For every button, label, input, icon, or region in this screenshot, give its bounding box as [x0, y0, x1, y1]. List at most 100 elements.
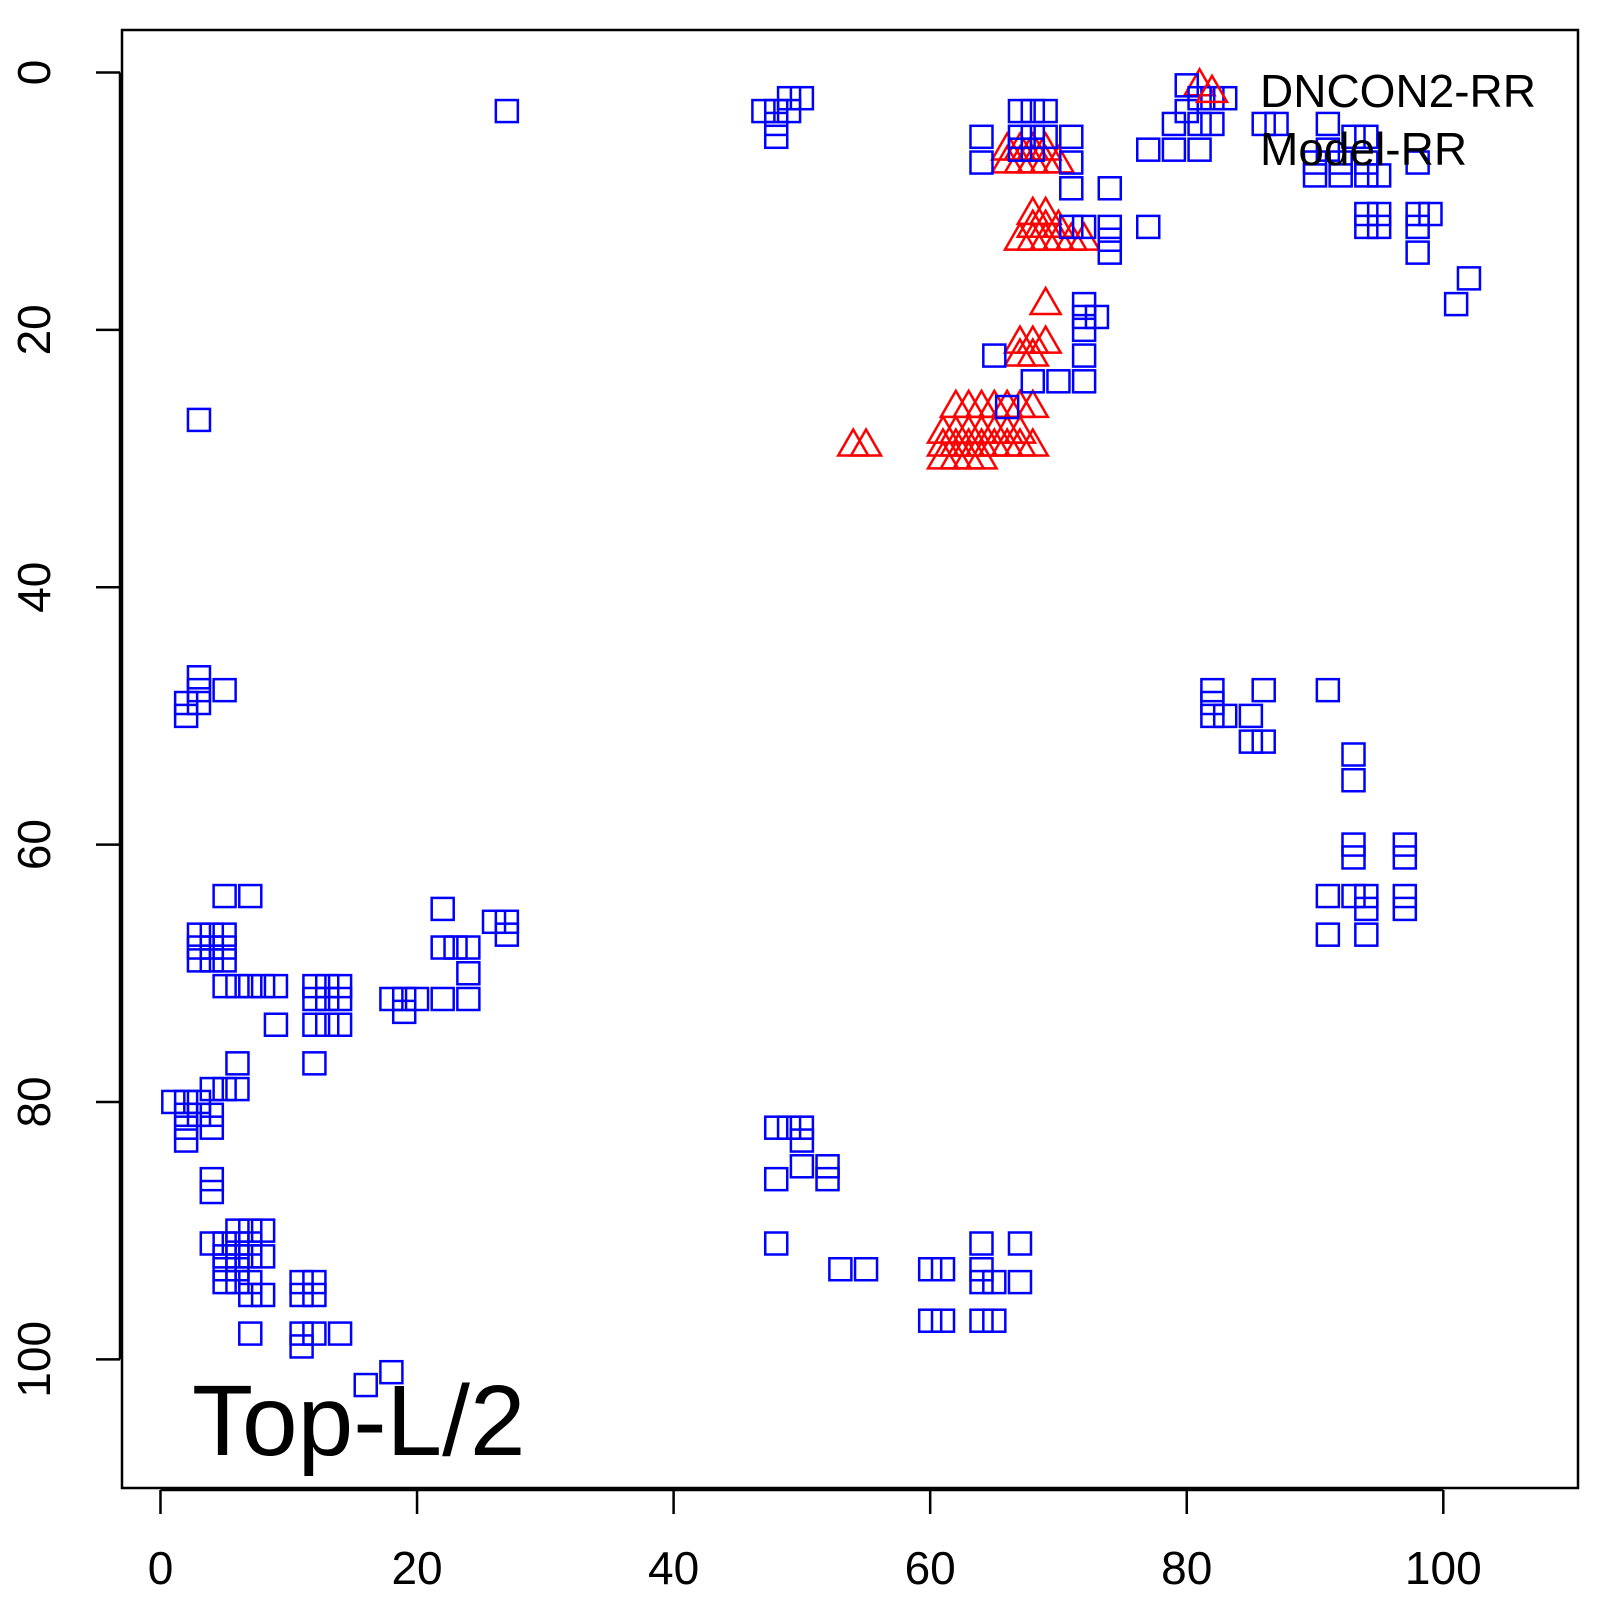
model-rr-point	[1341, 124, 1366, 150]
model-rr-point	[186, 1089, 212, 1115]
model-rr-point	[250, 1244, 276, 1269]
x-tick-label: 100	[1405, 1542, 1482, 1594]
series-model-rr	[161, 73, 1482, 1398]
model-rr-point	[1174, 98, 1199, 124]
model-rr-point	[789, 1128, 815, 1153]
model-rr-point	[1071, 369, 1097, 394]
model-rr-point	[456, 961, 481, 986]
model-rr-point	[930, 1308, 956, 1333]
model-rr-point	[199, 948, 225, 973]
model-rr-point	[199, 1102, 225, 1128]
dncon2-rr-point	[1015, 336, 1050, 367]
model-rr-point	[302, 1321, 327, 1346]
model-rr-point	[173, 1089, 199, 1115]
model-rr-point	[1315, 922, 1341, 947]
model-rr-point	[1200, 690, 1225, 716]
dncon2-rr-point	[1028, 131, 1063, 161]
model-rr-point	[1174, 73, 1199, 98]
model-rr-point	[1264, 111, 1289, 137]
model-rr-point	[1200, 677, 1225, 703]
model-rr-point	[763, 1115, 789, 1140]
model-rr-point	[1341, 845, 1366, 870]
model-rr-point	[1046, 369, 1071, 394]
dncon2-rr-point	[1066, 221, 1102, 251]
model-rr-point	[186, 935, 212, 960]
model-rr-point	[250, 1218, 276, 1243]
x-axis: 0 20 40 60 80 100	[148, 1488, 1482, 1594]
model-rr-point	[173, 703, 199, 729]
model-rr-point	[1251, 677, 1276, 703]
model-rr-point	[1136, 214, 1161, 240]
model-rr-point	[212, 948, 237, 973]
model-rr-point	[327, 1321, 353, 1346]
model-rr-point	[1161, 137, 1187, 162]
model-rr-point	[969, 124, 994, 150]
model-rr-point	[186, 922, 212, 947]
model-rr-point	[1007, 98, 1033, 124]
model-rr-point	[1392, 832, 1418, 857]
model-rr-point	[186, 407, 212, 433]
y-tick-label: 100	[8, 1321, 60, 1398]
model-rr-point	[212, 1244, 237, 1269]
model-rr-point	[1020, 98, 1046, 124]
model-rr-point	[815, 1154, 840, 1179]
model-rr-point	[199, 1115, 225, 1140]
model-rr-point	[225, 1269, 250, 1295]
model-rr-point	[494, 909, 520, 935]
model-rr-point	[1354, 163, 1379, 188]
model-rr-point	[430, 935, 455, 960]
model-rr-point	[1033, 124, 1058, 150]
model-rr-point	[302, 1269, 327, 1295]
model-rr-point	[379, 986, 404, 1012]
model-rr-point	[828, 1256, 853, 1282]
model-rr-point	[1187, 111, 1212, 137]
model-rr-point	[212, 1256, 237, 1282]
model-rr-point	[481, 909, 507, 935]
model-rr-point	[199, 935, 225, 960]
model-rr-point	[1007, 124, 1033, 150]
model-rr-point	[302, 986, 327, 1012]
model-rr-point	[225, 1218, 250, 1243]
model-rr-point	[1071, 343, 1097, 368]
model-rr-point	[917, 1308, 943, 1333]
model-rr-point	[1200, 703, 1225, 729]
model-rr-point	[1405, 201, 1430, 227]
model-rr-point	[212, 1231, 237, 1256]
model-rr-point	[494, 98, 520, 124]
model-rr-point	[1020, 369, 1046, 394]
plot-frame	[120, 28, 1580, 1490]
model-rr-point	[969, 1269, 994, 1295]
x-tick-label: 0	[148, 1542, 174, 1594]
model-rr-point	[212, 973, 237, 999]
model-rr-point	[212, 1076, 237, 1102]
model-rr-point	[1366, 201, 1392, 227]
model-rr-point	[1405, 214, 1430, 240]
model-rr-point	[456, 986, 481, 1012]
dncon2-rr-point	[1002, 414, 1038, 444]
model-rr-point	[815, 1166, 840, 1192]
model-rr-point	[763, 98, 789, 124]
model-rr-point	[1392, 883, 1418, 909]
model-rr-point	[1354, 150, 1379, 175]
model-rr-point	[186, 677, 212, 703]
model-rr-point	[212, 922, 237, 947]
model-rr-point	[353, 1372, 378, 1398]
plot-annotation: Top-L/2	[192, 1365, 526, 1477]
model-rr-point	[238, 1321, 263, 1346]
model-rr-point	[1354, 214, 1379, 240]
model-rr-point	[238, 1282, 263, 1308]
model-rr-point	[391, 999, 417, 1025]
dncon2-rr-point	[1015, 388, 1050, 419]
model-rr-point	[1200, 111, 1225, 137]
model-rr-point	[751, 98, 776, 124]
model-rr-point	[186, 690, 212, 716]
dncon2-rr-point	[964, 439, 999, 470]
model-rr-point	[315, 1012, 340, 1037]
model-rr-point	[456, 935, 481, 960]
model-rr-point	[1315, 677, 1341, 703]
model-rr-point	[917, 1256, 943, 1282]
model-rr-point	[379, 1359, 404, 1385]
y-axis: 0 20 40 60 80 100	[8, 60, 122, 1398]
model-rr-point	[1354, 896, 1379, 922]
